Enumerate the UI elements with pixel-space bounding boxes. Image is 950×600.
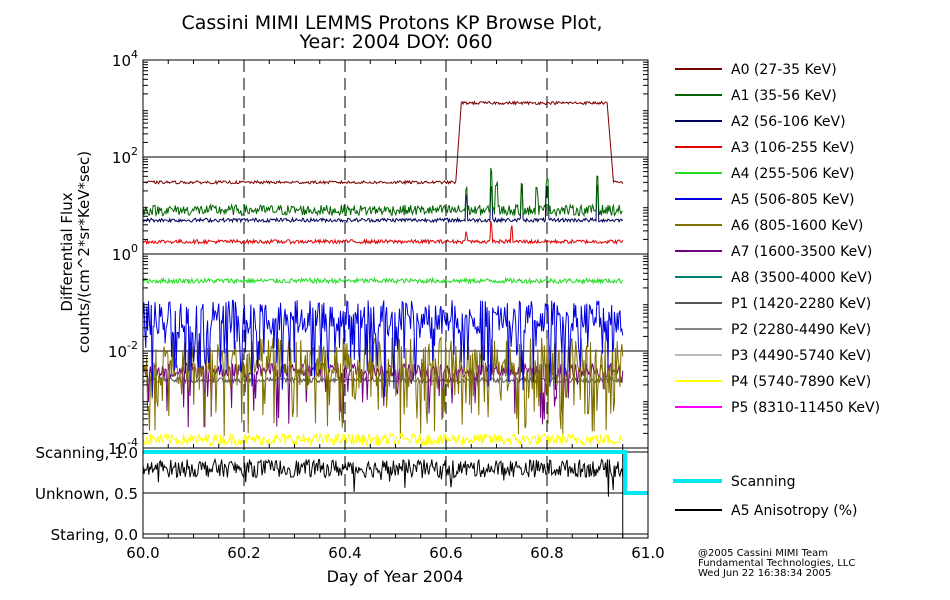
- legend-label: P3 (4490-5740 KeV): [731, 348, 871, 364]
- legend-label: A6 (805-1600 KeV): [731, 218, 863, 234]
- series-line-a3: [142, 220, 624, 246]
- chart-subtitle: Year: 2004 DOY: 060: [298, 31, 492, 53]
- legend-label: A3 (106-255 KeV): [731, 140, 854, 156]
- series-line-anisotropy: [142, 457, 624, 497]
- x-tick-label: 60.8: [530, 544, 563, 562]
- chart-title: Cassini MIMI LEMMS Protons KP Browse Plo…: [181, 12, 602, 34]
- x-tick-label: 60.4: [328, 544, 361, 562]
- y-axis-label-units: counts/(cm^2*sr*KeV*sec): [75, 151, 93, 353]
- series-line-scanning: [143, 450, 648, 495]
- x-tick-label: 60.0: [126, 544, 159, 562]
- series-line-a4: [142, 276, 624, 286]
- footer-company: Fundamental Technologies, LLC: [698, 558, 855, 569]
- legend-label: A0 (27-35 KeV): [731, 62, 837, 78]
- tick-layer: 60.0 60.2 60.4 60.6 60.8 61.0 104 102 100 10-2 10-…: [35, 48, 665, 562]
- legend-label: P5 (8310-11450 KeV): [731, 400, 880, 416]
- legend-label-scanning: Scanning: [731, 474, 796, 490]
- x-tick-label: 61.0: [631, 544, 664, 562]
- legend-label: A2 (56-106 KeV): [731, 114, 846, 130]
- series-layer: [142, 100, 624, 447]
- series-line-p4: [142, 432, 624, 447]
- series-line-a0: [142, 100, 624, 186]
- legend-label: P4 (5740-7890 KeV): [731, 374, 871, 390]
- x-tick-label: 60.2: [227, 544, 260, 562]
- y-tick-label: 10-2: [108, 339, 138, 361]
- footer-timestamp: Wed Jun 22 16:38:34 2005: [698, 568, 831, 579]
- y-tick-label: 100: [112, 242, 138, 264]
- lower-panel-layer: [142, 448, 648, 538]
- lower-y-tick-label: Scanning, 1.0: [35, 444, 138, 462]
- y-tick-label: 102: [112, 145, 138, 167]
- legend-label: A8 (3500-4000 KeV): [731, 270, 872, 286]
- footer-copyright: @2005 Cassini MIMI Team: [698, 548, 828, 559]
- legend-label: A7 (1600-3500 KeV): [731, 244, 872, 260]
- y-tick-label: 104: [112, 48, 138, 70]
- series-line-a5: [142, 299, 624, 397]
- x-axis-label: Day of Year 2004: [327, 567, 464, 586]
- legend-label: A4 (255-506 KeV): [731, 166, 854, 182]
- y-axis-label: Differential Flux: [58, 192, 76, 311]
- legend-label: P2 (2280-4490 KeV): [731, 322, 871, 338]
- y-tick-label: 10-4: [108, 436, 138, 458]
- series-line-a6: [142, 336, 624, 439]
- legend-label-anisotropy: A5 Anisotropy (%): [731, 503, 858, 519]
- legend: A0 (27-35 KeV) A1 (35-56 KeV) A2 (56-106 K…: [673, 62, 880, 519]
- x-tick-label: 60.6: [429, 544, 462, 562]
- legend-label: A5 (506-805 KeV): [731, 192, 854, 208]
- series-line-a1: [142, 167, 623, 218]
- lower-y-tick-label: Staring, 0.0: [51, 526, 138, 544]
- series-line-a2: [142, 183, 624, 224]
- lower-y-tick-label: Unknown, 0.5: [35, 485, 138, 503]
- legend-label: A1 (35-56 KeV): [731, 88, 837, 104]
- legend-label: P1 (1420-2280 KeV): [731, 296, 871, 312]
